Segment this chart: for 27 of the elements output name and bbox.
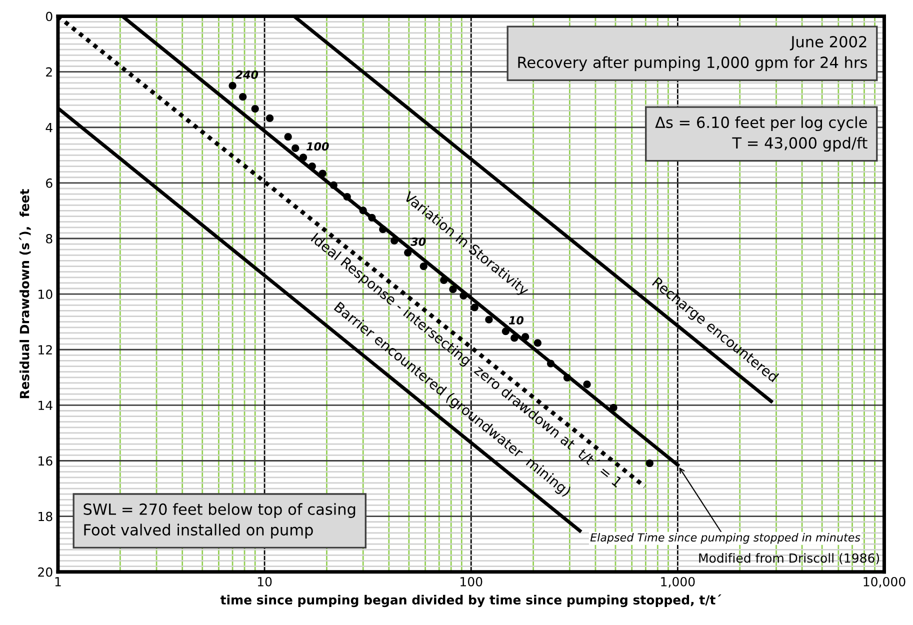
- annotation: 240: [235, 70, 258, 79]
- annotation: 10: [508, 316, 524, 325]
- annotation: Elapsed Time since pumping stopped in minutes: [590, 532, 860, 544]
- x-tick-label: 100: [460, 576, 482, 586]
- y-tick-label: 14: [38, 400, 52, 410]
- y-tick-label: 20: [38, 567, 52, 577]
- x-tick-label: 10,000: [864, 576, 906, 588]
- annotation: Modified from Driscoll (1986): [699, 553, 880, 564]
- y-tick-label: 8: [46, 234, 52, 244]
- x-tick-label: 10: [258, 576, 272, 586]
- y-tick-label: 0: [46, 12, 52, 22]
- y-tick-label: 12: [38, 345, 52, 354]
- y-tick-label: 6: [46, 178, 52, 188]
- x-tick-label: 1: [55, 577, 61, 586]
- y-tick-label: 10: [38, 290, 52, 299]
- y-tick-label: 4: [46, 123, 52, 132]
- annotation: June 2002 Recovery after pumping 1,000 gpm for 24 hrs: [518, 36, 867, 72]
- annotation: Δs = 6.10 feet per log cycle T = 43,000 gpd/ft: [655, 116, 868, 152]
- y-tick-label: 2: [46, 67, 52, 77]
- annotation: SWL = 270 feet below top of casing Foot valved installed on pump: [84, 503, 356, 539]
- x-axis-title: time since pumping began divided by time since pumping stopped, t/t´: [220, 594, 722, 608]
- y-axis-title: Residual Drawdown (s´), feet: [19, 189, 31, 398]
- y-tick-label: 18: [38, 512, 52, 522]
- annotation: 30: [410, 237, 426, 246]
- y-tick-label: 16: [38, 456, 52, 466]
- x-tick-label: 1,000: [661, 576, 695, 588]
- annotation: 100: [306, 142, 329, 151]
